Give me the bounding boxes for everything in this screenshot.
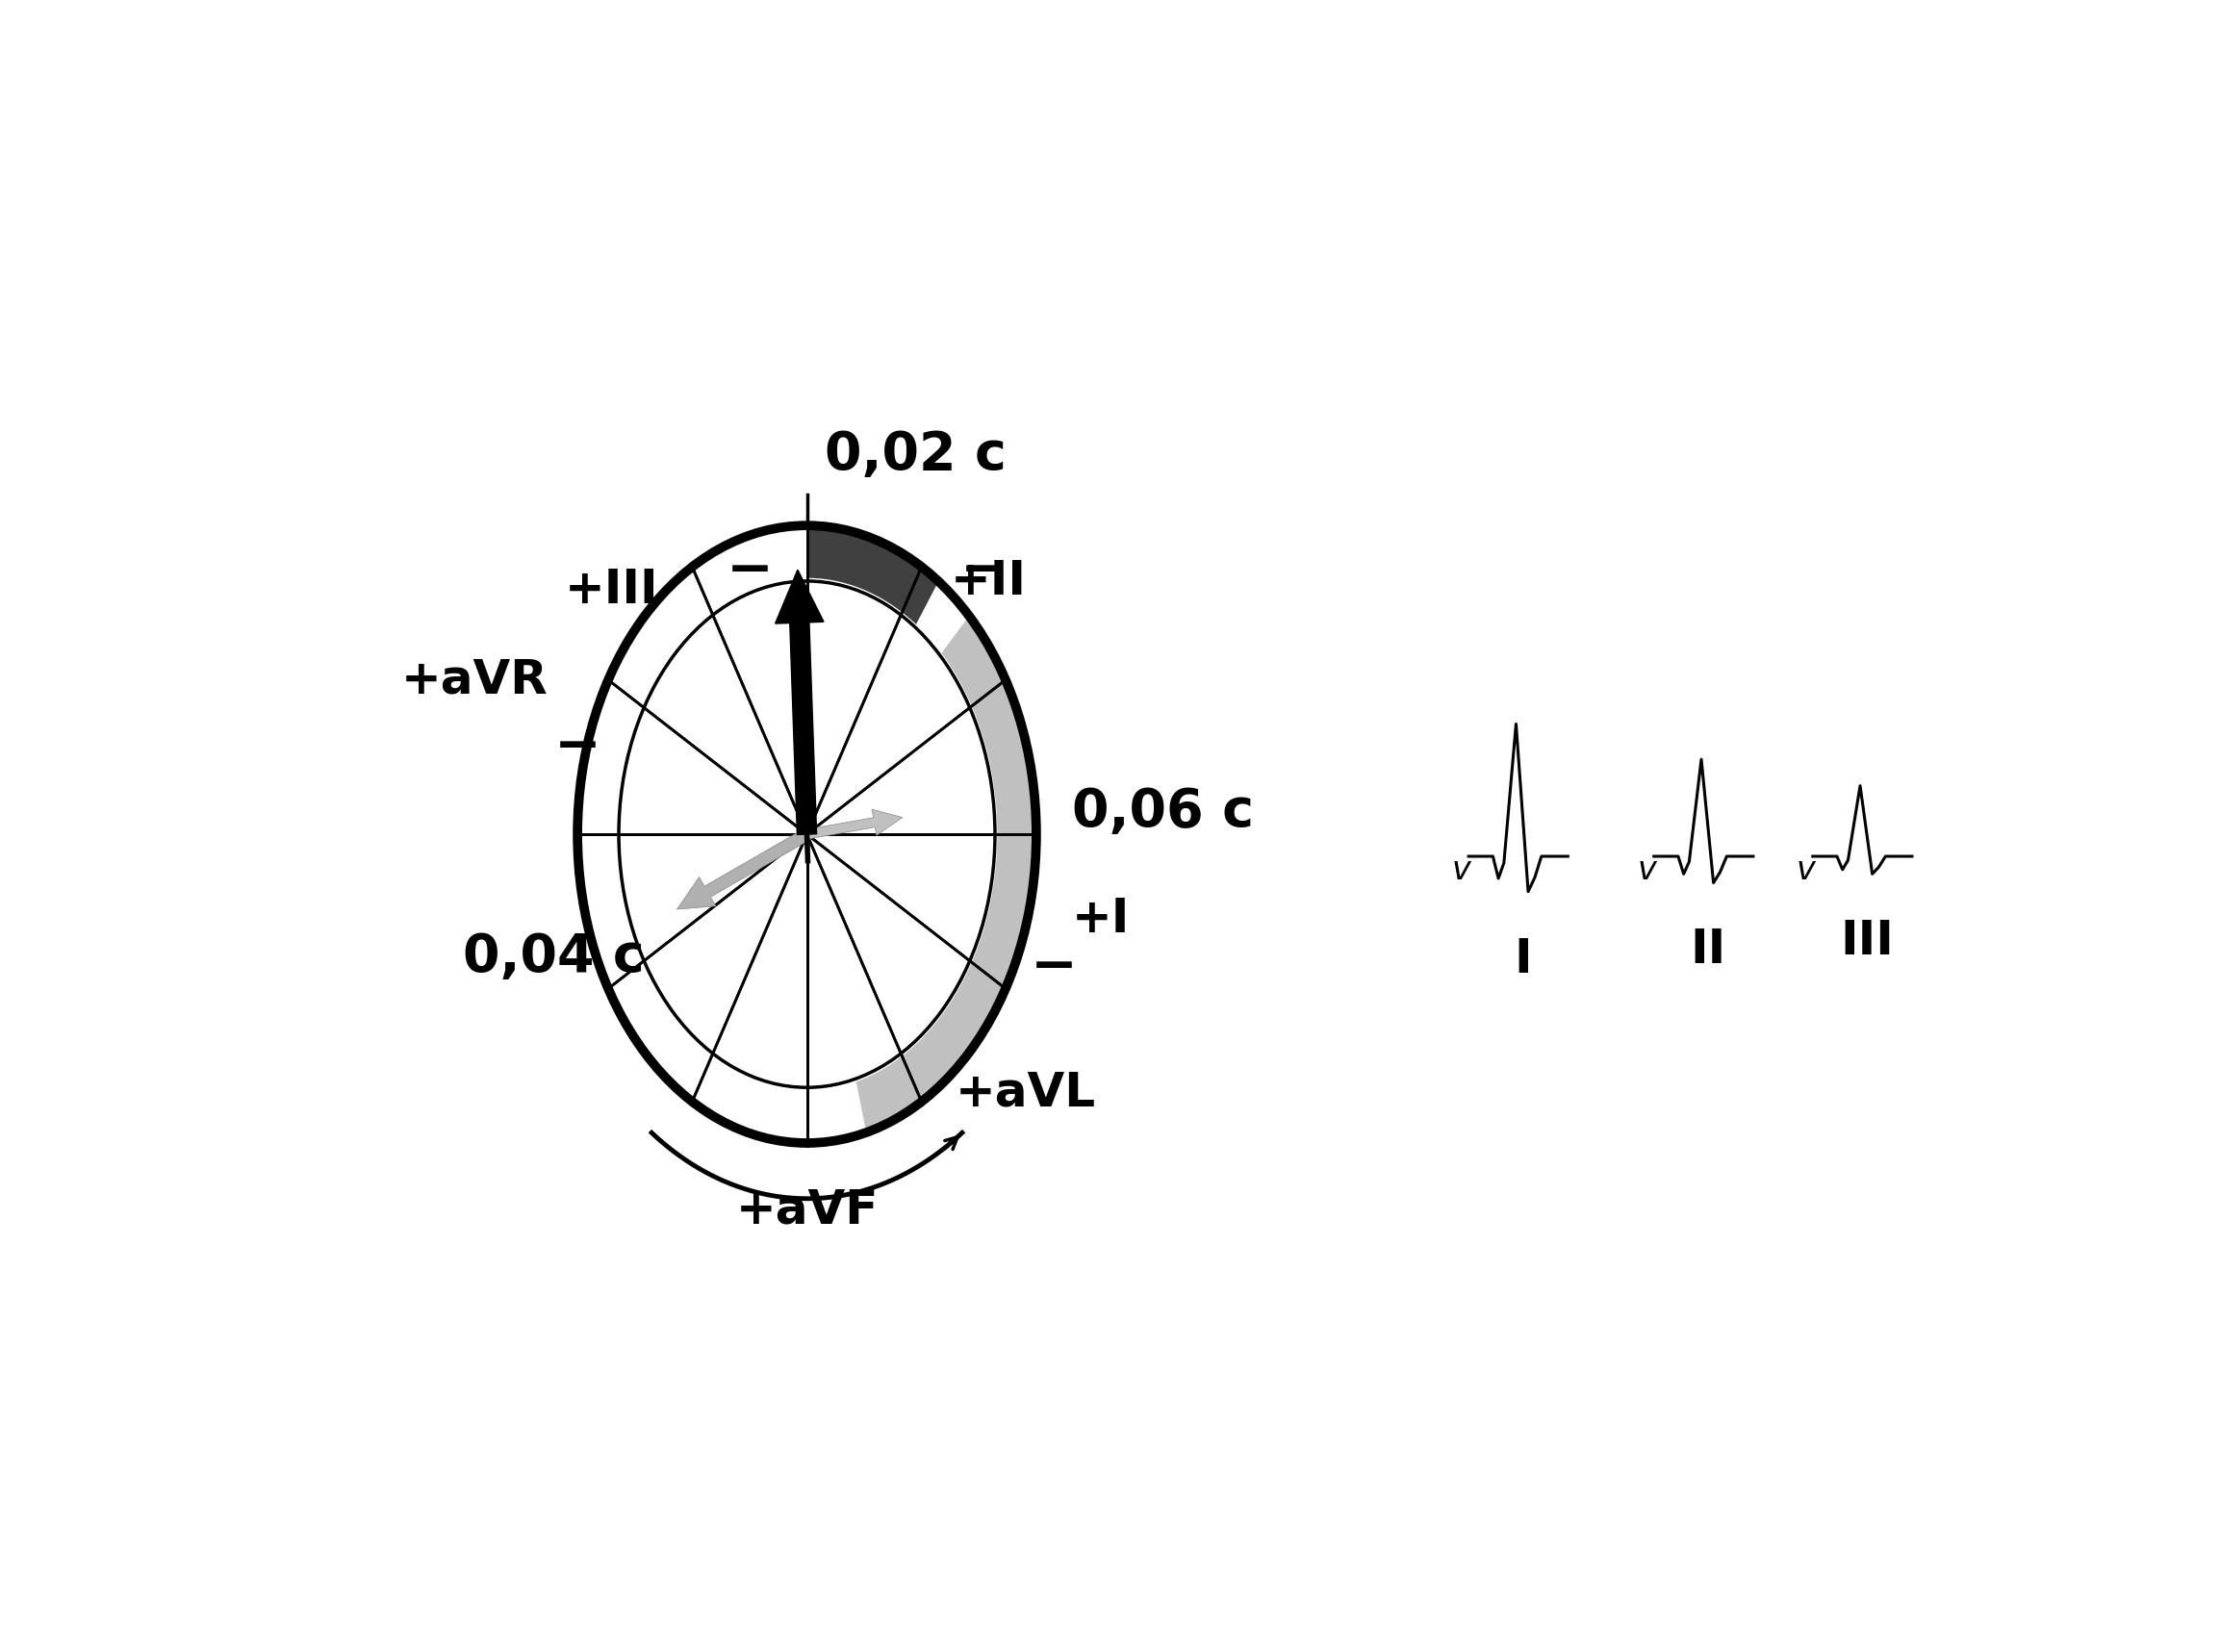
Text: −: − xyxy=(959,542,1008,596)
Text: 0,04 c: 0,04 c xyxy=(462,932,644,983)
Text: 0,02 c: 0,02 c xyxy=(824,430,1006,481)
Text: I: I xyxy=(1514,935,1532,981)
Text: −: − xyxy=(726,542,773,596)
Text: v: v xyxy=(1452,854,1472,885)
Polygon shape xyxy=(857,615,1039,1135)
Polygon shape xyxy=(677,829,810,909)
Text: +III: +III xyxy=(564,567,659,613)
Text: +I: +I xyxy=(1072,895,1130,942)
Polygon shape xyxy=(806,809,904,839)
Text: −: − xyxy=(555,719,602,773)
Polygon shape xyxy=(775,570,824,834)
Text: +aVR: +aVR xyxy=(402,657,548,704)
Text: −: − xyxy=(1030,940,1077,995)
Text: 0,06 c: 0,06 c xyxy=(1072,786,1254,838)
Text: v: v xyxy=(1636,854,1656,885)
Text: +aVF: +aVF xyxy=(735,1188,879,1234)
Text: +aVL: +aVL xyxy=(955,1069,1097,1115)
Text: II: II xyxy=(1689,927,1725,973)
Text: +II: +II xyxy=(950,558,1026,605)
Polygon shape xyxy=(806,522,939,624)
Text: III: III xyxy=(1840,919,1894,965)
Text: v: v xyxy=(1796,854,1816,885)
